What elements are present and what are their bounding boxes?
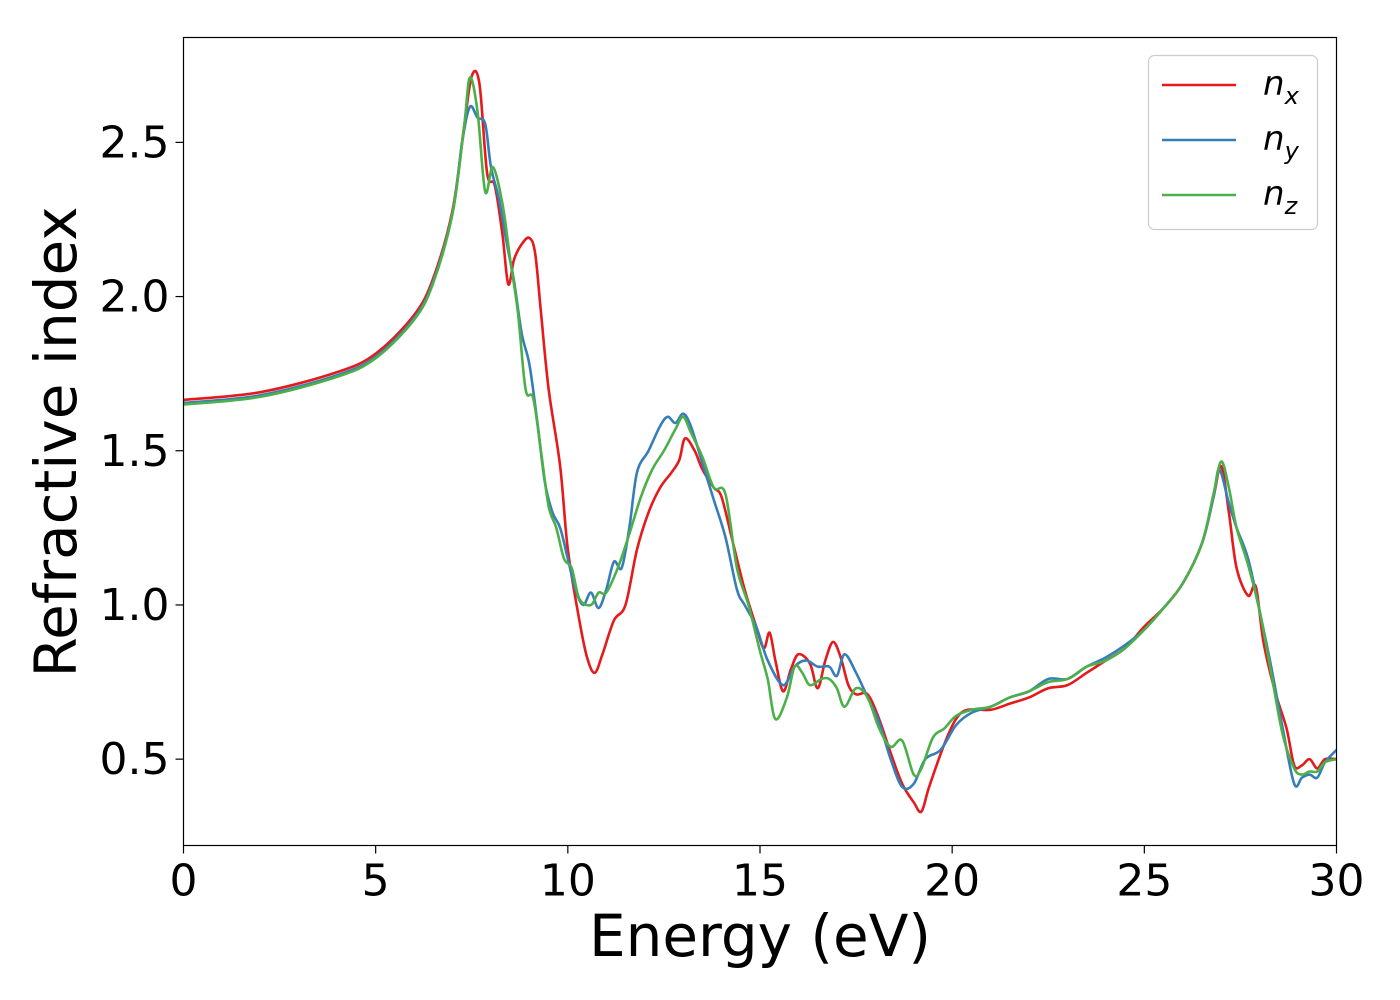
x-tick-label: 25 xyxy=(1116,856,1172,907)
y-tick-label: 1.5 xyxy=(100,426,170,477)
x-tick-label: 30 xyxy=(1309,856,1365,907)
legend-label-base: n xyxy=(1263,174,1285,214)
legend-label-subscript: x xyxy=(1284,82,1300,110)
x-axis-ticks: 0 5 10 15 20 25 30 xyxy=(170,845,1365,907)
y-tick-label: 2.5 xyxy=(100,117,170,168)
series-line-nz xyxy=(183,76,1337,778)
series-layer xyxy=(183,69,1337,814)
x-tick-label: 0 xyxy=(170,856,198,907)
x-tick-label: 5 xyxy=(362,856,390,907)
y-tick-label: 0.5 xyxy=(100,734,170,785)
legend-label-ny: ny xyxy=(1263,119,1300,165)
y-tick-label: 2.0 xyxy=(100,272,170,323)
x-tick-label: 20 xyxy=(924,856,980,907)
y-axis-title: Refractive index xyxy=(22,206,90,677)
legend-label-base: n xyxy=(1263,119,1285,159)
y-tick-label: 1.0 xyxy=(100,580,170,631)
x-tick-label: 15 xyxy=(732,856,788,907)
legend-label-nx: nx xyxy=(1263,64,1300,110)
legend-label-base: n xyxy=(1263,64,1285,104)
legend-label-subscript: z xyxy=(1284,192,1299,220)
y-axis-ticks: 0.5 1.0 1.5 2.0 2.5 xyxy=(100,117,184,785)
legend-label-nz: nz xyxy=(1263,174,1299,220)
legend-label-subscript: y xyxy=(1284,137,1300,165)
x-axis-title: Energy (eV) xyxy=(589,902,931,970)
legend-frame xyxy=(1147,54,1319,231)
x-tick-label: 10 xyxy=(540,856,596,907)
